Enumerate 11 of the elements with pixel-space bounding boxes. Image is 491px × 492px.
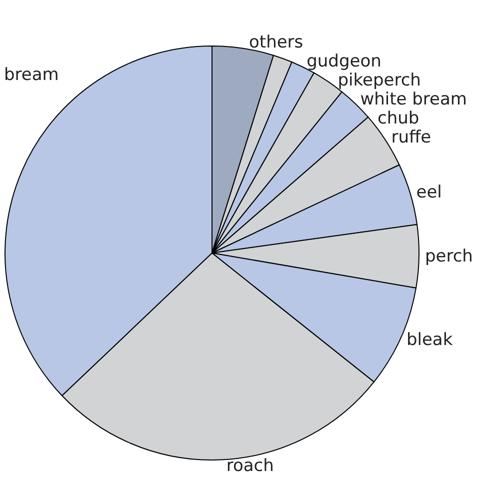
slice-label: ruffe: [391, 127, 432, 148]
slice-label: pikeperch: [338, 70, 421, 90]
slice-label: chub: [378, 108, 420, 128]
slice-label: roach: [226, 456, 274, 476]
slice-label: bleak: [406, 330, 453, 350]
slice-label: eel: [416, 182, 442, 202]
slice-label: bream: [4, 65, 59, 86]
slice-label: perch: [424, 246, 473, 266]
slice-label: white bream: [360, 89, 467, 110]
slice-label: gudgeon: [306, 51, 382, 72]
slice-label: others: [249, 32, 304, 52]
